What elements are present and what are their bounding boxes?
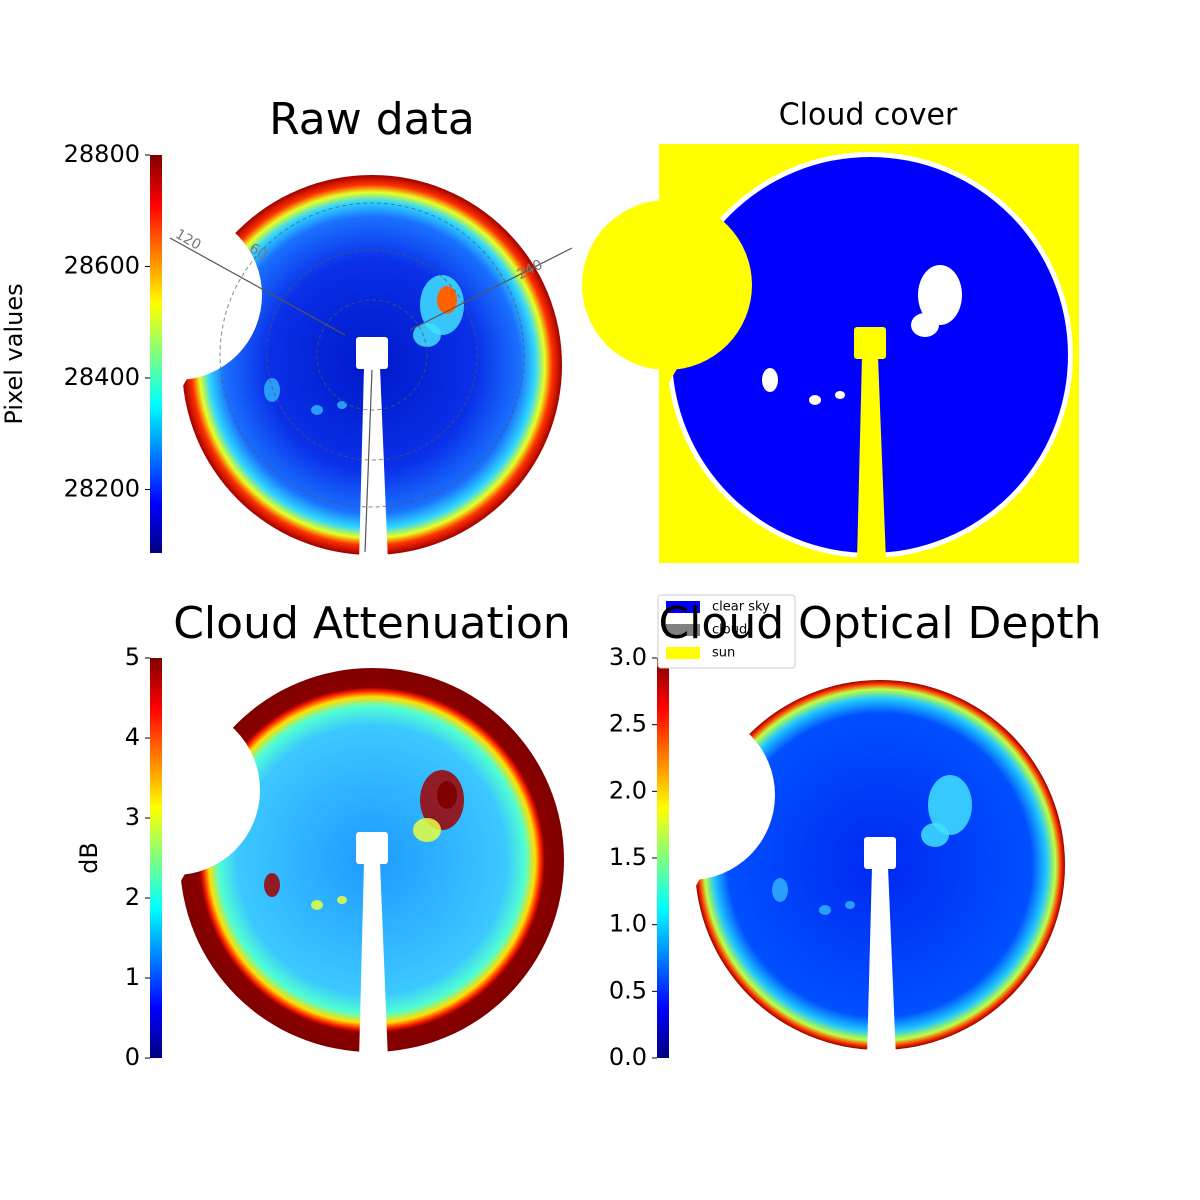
- cloud-patch: [311, 405, 323, 415]
- tick-label: 1: [125, 963, 140, 991]
- panel-title: Cloud Attenuation: [173, 598, 571, 649]
- tick-label: 28200: [64, 474, 140, 502]
- polar-spoke: [409, 247, 573, 331]
- cloud-patch: [809, 395, 821, 405]
- legend-label: clear sky: [712, 600, 770, 615]
- legend-swatch: [666, 624, 700, 636]
- tick-label: 3.0: [609, 643, 647, 671]
- tick-label: 5: [125, 643, 140, 671]
- cloud-patch: [337, 401, 347, 409]
- colorbar: [657, 658, 669, 1058]
- cloud-patch: [928, 775, 972, 835]
- panel-title: Cloud Optical Depth: [658, 598, 1101, 649]
- legend-swatch: [666, 601, 700, 613]
- horizon-notch: [92, 210, 262, 380]
- blocker-arm: [359, 862, 388, 1060]
- polar-ring: [266, 249, 478, 461]
- blocker-arm: [867, 867, 896, 1058]
- sun-blocker: [356, 337, 388, 369]
- horizon-notch: [90, 705, 260, 875]
- tick-label: 0.0: [609, 1043, 647, 1071]
- horizon-notch: [582, 200, 752, 370]
- cloud-patch: [772, 878, 788, 902]
- sun-blocker: [356, 832, 388, 864]
- tick-label: 1.0: [609, 910, 647, 938]
- cloud-core: [437, 781, 457, 809]
- cloud-patch: [337, 896, 347, 904]
- tick-label: 28800: [64, 140, 140, 168]
- cloud-patch: [835, 391, 845, 399]
- polar-ring: [316, 299, 428, 411]
- legend-label: cloud: [712, 623, 747, 638]
- polar-ring: [219, 202, 525, 508]
- cloud-patch: [762, 368, 778, 392]
- tick-label: 2.0: [609, 776, 647, 804]
- sky-image: [92, 175, 562, 563]
- legend-label: sun: [712, 646, 735, 661]
- panel-title: Cloud cover: [779, 98, 958, 133]
- tick-label: 28400: [64, 363, 140, 391]
- horizon-notch: [605, 710, 775, 880]
- legend-swatch: [666, 647, 700, 659]
- tick-label: 4: [125, 723, 140, 751]
- colorbar: [150, 155, 162, 553]
- panel-title: Raw data: [269, 94, 475, 145]
- polar-spoke: [169, 237, 346, 336]
- lower-left-cut: [685, 870, 705, 905]
- lower-left-cut: [172, 370, 192, 405]
- tick-label: 3: [125, 803, 140, 831]
- colorbar-label: Pixel values: [0, 283, 28, 424]
- blocker-arm: [857, 357, 886, 561]
- tick-label: 28600: [64, 251, 140, 279]
- sky-image: [582, 152, 1073, 561]
- cloud-patch: [413, 818, 441, 842]
- tick-label: 1.5: [609, 843, 647, 871]
- tick-label: 0.5: [609, 976, 647, 1004]
- tick-label: 2: [125, 883, 140, 911]
- colorbar-label: dB: [75, 842, 103, 874]
- cloud-patch: [819, 905, 831, 915]
- cloud-patch: [918, 265, 962, 325]
- sky-image: [90, 668, 564, 1060]
- lower-left-cut: [662, 360, 682, 395]
- tick-label: 2.5: [609, 710, 647, 738]
- colorbar: [150, 658, 162, 1058]
- cloud-core: [437, 286, 457, 314]
- cloud-patch: [845, 901, 855, 909]
- cloud-patch: [921, 823, 949, 847]
- tick-label: 0: [125, 1043, 140, 1071]
- sun-blocker: [854, 327, 886, 359]
- cloud-patch: [311, 900, 323, 910]
- cloud-patch: [264, 378, 280, 402]
- cloud-patch: [911, 313, 939, 337]
- polar-label: 60: [246, 241, 269, 264]
- polar-spoke: [364, 369, 373, 553]
- sun-blocker: [864, 837, 896, 869]
- lower-left-cut: [170, 865, 190, 900]
- sky-image: [605, 680, 1065, 1058]
- cloud-patch: [264, 873, 280, 897]
